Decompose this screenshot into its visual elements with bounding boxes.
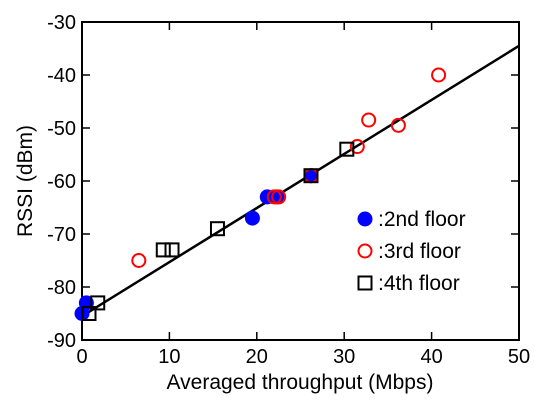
y-tick-label: -30 [47,12,76,34]
y-tick-label: -70 [47,224,76,246]
x-tick-label: 0 [76,346,87,368]
legend-marker-2 [357,243,373,259]
data-point-series-3 [164,242,180,258]
data-point-series-3 [303,168,319,184]
data-points [74,67,447,321]
x-tick-label: 20 [246,346,268,368]
data-point-series-1 [303,168,319,184]
data-point-series-3 [339,141,355,157]
data-point-series-2 [271,189,287,205]
y-tick-label: -40 [47,65,76,87]
y-tick-label: -60 [47,171,76,193]
data-point-series-2 [349,139,365,155]
data-point-series-2 [131,253,147,268]
legend-label-2: :3rd floor [378,240,461,263]
x-tick-label: 10 [158,346,180,368]
fit-line-group [81,44,520,318]
data-point-series-2 [390,117,406,133]
legend-label-1: :2nd floor [378,208,466,231]
data-point-series-3 [155,242,171,258]
fit-line [81,44,520,318]
x-tick-label: 40 [420,346,442,368]
y-tick-label: -90 [47,330,76,352]
data-point-series-3 [209,221,225,237]
x-tick-label: 50 [508,346,530,368]
axis-ticks: 0 10 20 30 40 50 -90 -80 -70 -60 -50 -40 -30 [47,12,530,368]
y-axis-title: RSSI (dBm) [14,125,37,237]
legend-marker-1 [357,211,373,227]
legend-label-3: :4th floor [378,272,460,295]
y-tick-label: -80 [47,277,76,299]
data-point-series-1 [244,210,260,226]
x-tick-label: 30 [333,346,355,368]
x-axis-title: Averaged throughput (Mbps) [167,371,434,394]
data-point-series-3 [90,295,106,311]
data-point-series-2 [431,67,447,83]
data-point-series-3 [81,306,97,321]
data-point-series-2 [361,112,377,128]
legend: :2nd floor :3rd floor :4th floor [357,208,466,295]
data-point-series-2 [266,189,282,205]
y-tick-label: -50 [47,118,76,140]
legend-marker-3 [357,275,373,291]
